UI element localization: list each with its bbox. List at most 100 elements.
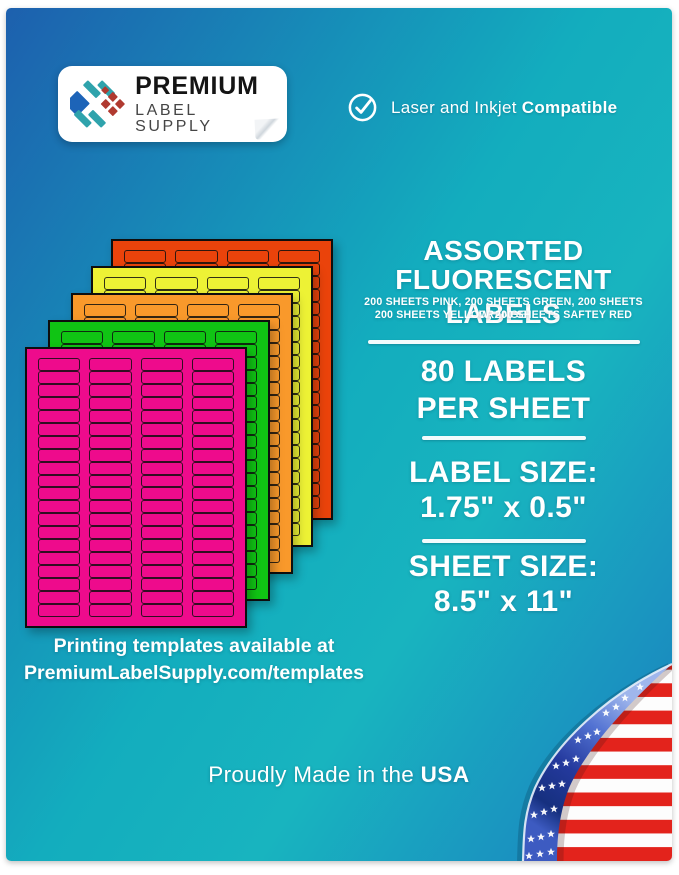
label-cell [140,591,183,605]
label-cell [237,459,280,473]
label-cell [191,461,234,475]
label-cell [61,538,104,552]
label-cell [226,366,269,380]
label-cell [124,444,167,458]
label-cell [175,366,218,380]
label-cell [135,420,178,434]
logo-line1: PREMIUM [135,71,259,100]
label-cell [257,432,300,446]
label-cell [84,355,127,369]
label-cell [104,406,147,420]
label-cell [191,552,234,566]
label-cell [89,526,132,540]
label-cell [163,577,206,590]
label-cell [237,342,280,356]
label-cell [226,431,269,445]
label-cell [112,577,155,590]
label-cell [140,461,183,475]
label-cell [61,551,104,565]
label-cell [206,497,249,511]
label-cell [155,419,198,433]
compat-prefix: Laser and Inkjet [391,97,522,117]
label-cell [155,497,198,511]
label-cell [214,408,257,422]
compatibility-badge: Laser and Inkjet Compatible [347,92,617,123]
label-cell [84,498,127,512]
label-cell [237,394,280,408]
label-cell [155,393,198,407]
label-cell [214,382,257,396]
label-cell [155,432,198,446]
label-cell [61,512,104,526]
product-card: PREMIUM LABEL SUPPLY Laser and Inkjet Co… [6,8,672,861]
label-cell [277,483,320,497]
label-cell [89,513,132,527]
label-cell [257,458,300,472]
label-cell [163,331,206,344]
label-cell [61,564,104,578]
label-cell [140,448,183,462]
label-cell [38,370,81,384]
label-cell [257,380,300,394]
label-cell [277,301,320,315]
label-cell [89,448,132,462]
label-cell [38,461,81,475]
label-cell [104,354,147,368]
label-cell [191,513,234,527]
label-cell [226,457,269,471]
label-cell [84,433,127,447]
headline-sub2: 200 SHEETS YELLOW, 200 SHEETS SAFTEY RED [374,309,633,321]
label-cell [257,445,300,459]
label-cell [124,418,167,432]
label-cell [61,421,104,435]
label-cell [140,539,183,553]
label-cell [226,340,269,354]
label-cell [61,356,104,370]
label-cell [257,277,300,290]
label-cell [237,446,280,460]
compatibility-text: Laser and Inkjet Compatible [391,98,617,118]
label-sheet-yellow [91,266,313,547]
label-cell [89,552,132,566]
label-cell [155,406,198,420]
footer-bold: USA [420,762,470,787]
label-cell [104,289,147,303]
label-cell [124,340,167,354]
label-cell [206,328,249,342]
label-cell [155,328,198,342]
label-cell [206,419,249,433]
label-cell [237,524,280,538]
label-cell [140,565,183,579]
label-cell [38,422,81,436]
label-cell [175,250,218,263]
label-cell [61,460,104,474]
label-cell [277,327,320,341]
label-cell [206,445,249,459]
label-cell [186,472,229,486]
label-cell [214,473,257,487]
label-cell [277,353,320,367]
label-cell [226,327,269,341]
label-cell [226,250,269,263]
label-cell [135,342,178,356]
label-cell [84,342,127,356]
label-cell [206,354,249,368]
label-cell [112,460,155,474]
label-cell [257,354,300,368]
label-cell [104,302,147,316]
label-cell [84,368,127,382]
label-cell [135,550,178,563]
label-cell [104,367,147,381]
label-cell [124,353,167,367]
label-cell [89,500,132,514]
label-cell [140,409,183,423]
label-cell [84,407,127,421]
label-cell [191,474,234,488]
label-cell [155,445,198,459]
label-cell [175,327,218,341]
label-cell [104,432,147,446]
label-cell [89,435,132,449]
label-cell [140,396,183,410]
label-cell [163,538,206,552]
label-cell [38,591,81,605]
